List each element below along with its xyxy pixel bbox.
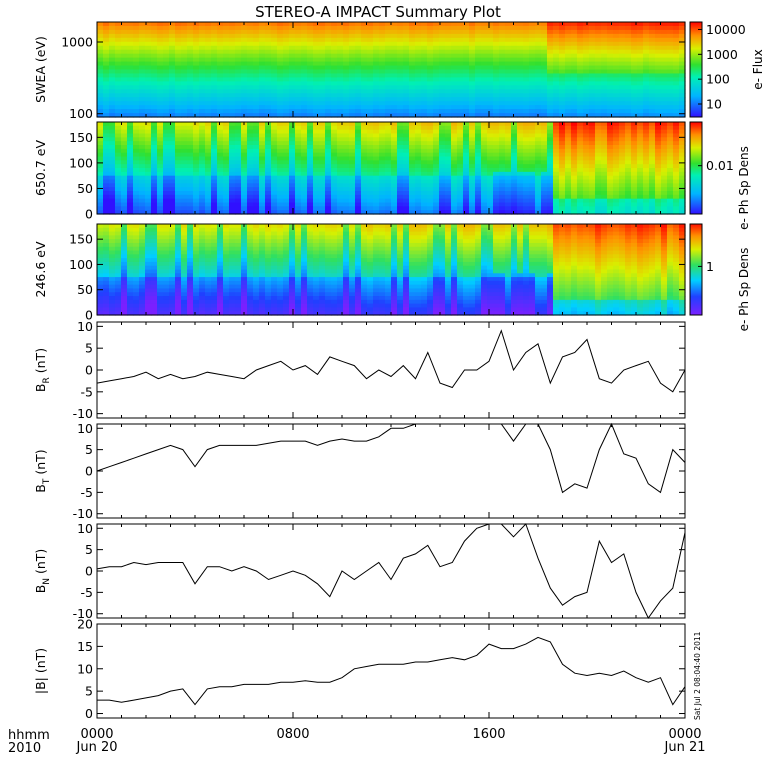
y-tick-label: 150 [69, 130, 93, 145]
y-tick-label: 50 [77, 181, 93, 196]
y-axis-label-swea: SWEA (eV) [33, 36, 48, 103]
colorbar-pad246 [689, 223, 703, 316]
y-axis-label-pad650: 650.7 eV [33, 140, 48, 196]
panel-frame-bn [96, 523, 686, 619]
series-line-bmag [97, 636, 686, 706]
y-tick-label: 5 [85, 684, 93, 699]
colorbar-swea [689, 21, 703, 118]
x-tick-label: 0800 [276, 727, 309, 742]
y-axis-label-bt: BT (nT) [33, 449, 52, 492]
colorbar-pad650 [689, 121, 703, 215]
y-tick-label: 10 [77, 421, 93, 436]
time-axis-corner-bottom: 2010 [8, 741, 41, 756]
panel-frame-bt [96, 423, 686, 519]
panel-frame-bmag [96, 623, 686, 719]
y-axis-label-bn: BN (nT) [33, 549, 52, 594]
y-axis-label-bmag: |B| (nT) [33, 648, 48, 694]
x-tick-label: 0000 [668, 727, 701, 742]
colorbar-tick-label: 0.01 [706, 158, 734, 173]
colorbar-tick-label: 10000 [706, 22, 746, 37]
y-tick-label: -10 [73, 406, 93, 421]
y-tick-label: 150 [69, 232, 93, 247]
y-axis-label-pad246: 246.6 eV [33, 241, 48, 297]
spectrogram-pad246 [97, 224, 686, 316]
time-axis-corner-top: hhmm [8, 728, 50, 743]
x-tick-date: Jun 20 [76, 740, 118, 755]
y-tick-label: 0 [85, 363, 93, 378]
colorbar-tick-label: 100 [706, 72, 730, 87]
x-tick-date: Jun 21 [664, 740, 706, 755]
y-tick-label: -10 [73, 506, 93, 521]
spectrogram-swea [97, 22, 686, 118]
series-line-br [96, 329, 686, 393]
colorbar-label-pad650: e- Ph Sp Dens [737, 146, 751, 230]
y-tick-label: 10 [77, 521, 93, 536]
x-tick-label: 1600 [472, 727, 505, 742]
y-tick-label: 100 [69, 155, 93, 170]
y-tick-label: 0 [85, 207, 93, 222]
colorbar-tick-label: 10 [706, 97, 722, 112]
series-line-bt [96, 422, 686, 494]
y-tick-label: 20 [77, 617, 93, 632]
y-tick-label: -5 [81, 585, 93, 600]
x-tick-label: 0000 [80, 727, 113, 742]
y-tick-label: 1000 [61, 34, 93, 49]
y-tick-label: -10 [73, 606, 93, 621]
y-tick-label: 5 [85, 341, 93, 356]
y-tick-label: 10 [77, 319, 93, 334]
y-tick-label: 0 [85, 706, 93, 721]
y-tick-label: 100 [69, 106, 93, 121]
y-tick-label: 0 [85, 308, 93, 323]
y-tick-label: 5 [85, 542, 93, 557]
colorbar-label-pad246: e- Ph Sp Dens [737, 248, 751, 332]
y-tick-label: 0 [85, 564, 93, 579]
y-tick-label: 5 [85, 442, 93, 457]
colorbar-tick-label: 1 [706, 259, 714, 274]
plot-title: STEREO-A IMPACT Summary Plot [255, 3, 501, 21]
y-axis-label-br: BR (nT) [33, 348, 52, 392]
timestamp-label: Sat Jul 2 08:04:40 2011 [693, 631, 702, 720]
y-tick-label: -5 [81, 485, 93, 500]
y-tick-label: -5 [81, 384, 93, 399]
y-tick-label: 15 [77, 639, 93, 654]
y-tick-label: 10 [77, 661, 93, 676]
colorbar-label-swea: e- Flux [751, 49, 765, 89]
spectrogram-pad650 [97, 122, 686, 215]
y-tick-label: 50 [77, 282, 93, 297]
colorbar-tick-label: 1000 [706, 47, 738, 62]
series-line-bn [96, 523, 686, 619]
y-tick-label: 100 [69, 257, 93, 272]
y-tick-label: 0 [85, 464, 93, 479]
